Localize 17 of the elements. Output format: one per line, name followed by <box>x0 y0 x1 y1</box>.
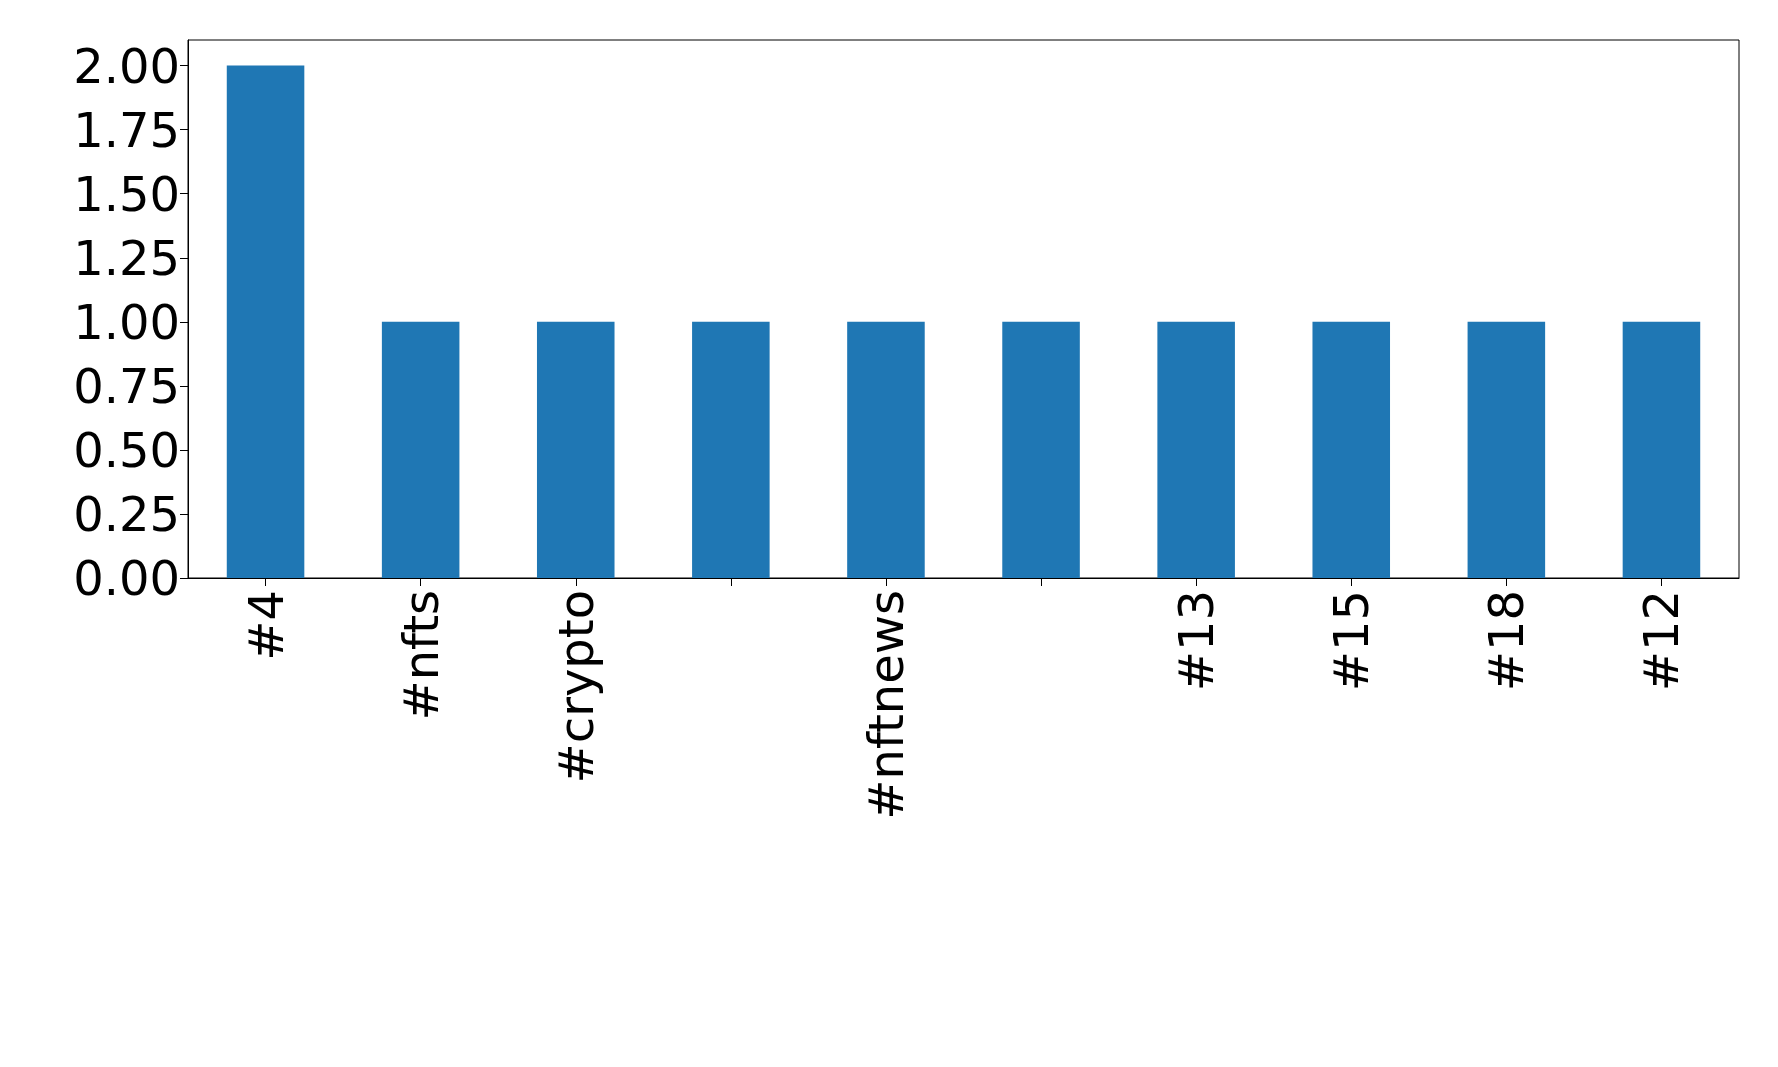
x-tick-label: #12 <box>1633 590 1690 692</box>
x-tick-label: #13 <box>1168 590 1225 692</box>
x-tick-label: #nftnews <box>857 590 914 820</box>
x-tick-label: #nfts <box>392 590 449 721</box>
y-tick-label: 2.00 <box>73 37 180 94</box>
x-tick-label: #18 <box>1478 590 1535 692</box>
y-tick-label: 1.50 <box>73 165 180 222</box>
y-tick-label: 0.25 <box>73 485 180 542</box>
x-tick-label: #15 <box>1323 590 1380 692</box>
y-tick-label: 0.00 <box>73 550 180 606</box>
x-tick-label: #crypto <box>547 590 604 784</box>
y-tick-label: 0.50 <box>73 421 180 478</box>
y-tick-label: 0.75 <box>73 357 180 414</box>
y-tick-label: 1.00 <box>73 293 180 350</box>
y-tick-label: 1.75 <box>73 101 180 158</box>
x-tick-label: #4 <box>237 590 294 661</box>
y-tick-label: 1.25 <box>73 229 180 286</box>
